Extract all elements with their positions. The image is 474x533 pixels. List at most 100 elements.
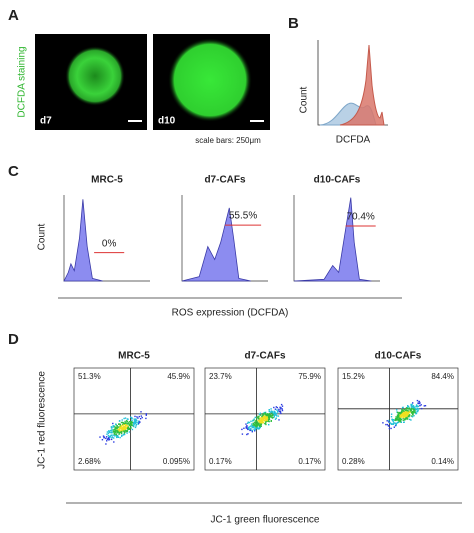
event bbox=[264, 418, 266, 420]
event bbox=[118, 430, 121, 432]
event bbox=[260, 423, 262, 426]
event bbox=[251, 424, 253, 427]
event bbox=[405, 409, 407, 411]
event bbox=[247, 433, 249, 435]
event bbox=[252, 422, 255, 425]
event bbox=[122, 434, 124, 436]
event bbox=[261, 420, 264, 422]
event bbox=[121, 424, 123, 427]
event bbox=[258, 423, 260, 426]
event bbox=[134, 415, 136, 418]
event bbox=[131, 419, 133, 422]
event bbox=[134, 426, 137, 429]
event bbox=[264, 415, 266, 417]
event bbox=[408, 415, 411, 417]
scale-bar bbox=[128, 120, 142, 122]
event bbox=[145, 417, 147, 420]
event bbox=[119, 436, 121, 439]
plot-title: d10-CAFs bbox=[375, 351, 422, 362]
event bbox=[246, 433, 248, 436]
event bbox=[405, 407, 408, 409]
event bbox=[418, 400, 420, 403]
event bbox=[106, 431, 109, 433]
quadrant-value: 45.9% bbox=[167, 372, 190, 381]
event bbox=[396, 409, 398, 411]
event bbox=[262, 412, 264, 415]
event bbox=[410, 407, 413, 410]
event bbox=[251, 429, 253, 432]
event bbox=[131, 424, 133, 427]
event bbox=[114, 427, 116, 430]
gate-label: 0% bbox=[102, 238, 117, 249]
event bbox=[403, 408, 406, 411]
event bbox=[257, 417, 259, 419]
event bbox=[273, 416, 275, 418]
event bbox=[251, 431, 253, 433]
event bbox=[255, 419, 257, 422]
event bbox=[415, 413, 417, 415]
event bbox=[268, 420, 270, 423]
event bbox=[415, 405, 417, 408]
event bbox=[109, 435, 111, 438]
event bbox=[412, 408, 415, 410]
event bbox=[258, 422, 260, 424]
event bbox=[249, 429, 251, 432]
quadrant-value: 0.14% bbox=[431, 457, 454, 466]
event bbox=[118, 423, 120, 425]
event bbox=[395, 424, 397, 426]
event bbox=[249, 426, 251, 428]
event bbox=[415, 408, 417, 410]
event bbox=[404, 418, 406, 421]
event bbox=[405, 408, 408, 410]
event bbox=[253, 425, 255, 428]
event bbox=[111, 434, 113, 436]
event bbox=[130, 420, 132, 423]
event bbox=[275, 417, 277, 419]
plot-frame bbox=[73, 367, 195, 471]
quadrant-value: 51.3% bbox=[78, 372, 101, 381]
event bbox=[123, 417, 125, 420]
event bbox=[135, 419, 137, 421]
event bbox=[396, 419, 398, 421]
event bbox=[399, 411, 402, 414]
axes bbox=[293, 195, 380, 282]
event bbox=[265, 420, 267, 423]
event bbox=[394, 422, 396, 424]
event bbox=[129, 421, 131, 423]
event bbox=[123, 430, 125, 432]
event bbox=[407, 408, 410, 410]
event bbox=[392, 423, 395, 425]
event bbox=[119, 423, 121, 426]
event bbox=[127, 428, 130, 431]
event bbox=[265, 415, 267, 418]
event bbox=[117, 430, 120, 433]
event bbox=[258, 416, 260, 418]
plot-title: d7-CAFs bbox=[244, 351, 286, 362]
event bbox=[255, 423, 257, 425]
quadrant-value: 2.68% bbox=[78, 457, 101, 466]
event bbox=[261, 415, 263, 418]
event bbox=[258, 418, 260, 420]
event bbox=[265, 418, 267, 421]
image-label: d7 bbox=[40, 116, 52, 127]
event bbox=[106, 438, 109, 441]
event bbox=[118, 428, 120, 431]
event bbox=[117, 428, 119, 431]
event bbox=[417, 408, 419, 410]
event bbox=[121, 419, 123, 421]
event bbox=[414, 411, 416, 414]
event bbox=[116, 436, 118, 439]
event bbox=[109, 436, 111, 438]
event bbox=[414, 409, 416, 412]
event bbox=[399, 415, 401, 417]
event bbox=[247, 428, 249, 431]
event bbox=[116, 427, 119, 429]
event bbox=[248, 428, 250, 430]
event bbox=[406, 415, 408, 418]
event bbox=[265, 414, 268, 417]
event bbox=[254, 429, 257, 431]
event bbox=[254, 430, 256, 432]
event bbox=[115, 434, 118, 436]
event bbox=[130, 423, 132, 425]
event bbox=[264, 422, 266, 425]
